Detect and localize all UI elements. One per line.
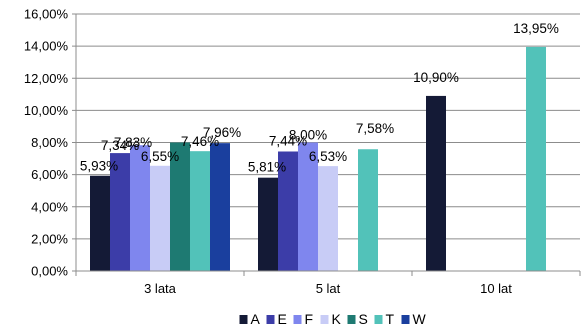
legend-swatch-A — [239, 315, 248, 324]
data-label: 13,95% — [513, 21, 559, 36]
x-tick-label: 10 lat — [480, 281, 512, 296]
data-label: 7,44% — [269, 133, 307, 148]
y-tick-label: 16,00% — [24, 7, 69, 22]
legend-label-E: E — [278, 311, 287, 327]
legend-label-S: S — [359, 311, 368, 327]
data-labels: 5,93% 7,34%7,83%6,55%7,46%7,96% 5,81% 7,44%… — [80, 21, 559, 175]
data-label: 7,58% — [356, 121, 394, 136]
y-tick-label: 14,00% — [24, 39, 69, 54]
x-axis: 3 lata 5 lat 10 lat — [75, 270, 581, 296]
y-tick-label: 10,00% — [24, 103, 69, 118]
y-tick-label: 0,00% — [31, 264, 68, 279]
data-label: 6,55% — [141, 149, 179, 164]
bar-T-2 — [358, 149, 378, 271]
bar-E-1 — [110, 153, 130, 271]
data-label: 7,83% — [114, 135, 152, 150]
data-label: 7,46% — [181, 134, 219, 149]
data-label: 7,34% — [101, 138, 139, 153]
legend-swatch-T — [374, 315, 383, 324]
bar-K-1 — [150, 165, 170, 271]
bar-A-1 — [90, 175, 110, 271]
x-tick-label: 5 lat — [316, 281, 341, 296]
data-label: 8,00% — [289, 128, 327, 143]
data-label: 10,90% — [413, 70, 459, 85]
bar-F-2 — [298, 142, 318, 271]
data-label: 7,96% — [203, 125, 241, 140]
bar-K-2 — [318, 166, 338, 271]
y-tick-label: 12,00% — [24, 71, 69, 86]
data-label: 5,93% — [80, 159, 118, 174]
bar-T-1 — [190, 151, 210, 271]
legend-label-K: K — [332, 311, 342, 327]
bar-E-2 — [278, 151, 298, 271]
bar-A-2 — [258, 177, 278, 271]
data-label: 6,53% — [309, 149, 347, 164]
y-tick-label: 4,00% — [31, 199, 68, 214]
bar-W-1 — [210, 143, 230, 271]
legend-swatch-E — [266, 315, 275, 324]
y-tick-label: 2,00% — [31, 231, 68, 246]
x-tick-label: 3 lata — [144, 281, 177, 296]
legend-swatch-W — [401, 315, 410, 324]
legend-label-W: W — [413, 311, 427, 327]
y-axis: 0,00% 2,00% 4,00% 6,00% 8,00% 10,00% 12,00% 14,… — [24, 7, 77, 279]
legend-label-F: F — [305, 311, 314, 327]
y-tick-label: 8,00% — [31, 135, 68, 150]
bar-F-1 — [130, 145, 150, 271]
legend-label-A: A — [251, 311, 261, 327]
bar-T-3 — [526, 46, 546, 271]
legend-swatch-K — [320, 315, 329, 324]
bar-A-3 — [426, 95, 446, 271]
legend-swatch-S — [347, 315, 356, 324]
bar-S-1 — [170, 142, 190, 271]
y-tick-label: 6,00% — [31, 167, 68, 182]
legend-swatch-F — [293, 315, 302, 324]
bars — [90, 46, 546, 271]
legend-label-T: T — [386, 311, 395, 327]
data-label: 5,81% — [248, 160, 286, 175]
